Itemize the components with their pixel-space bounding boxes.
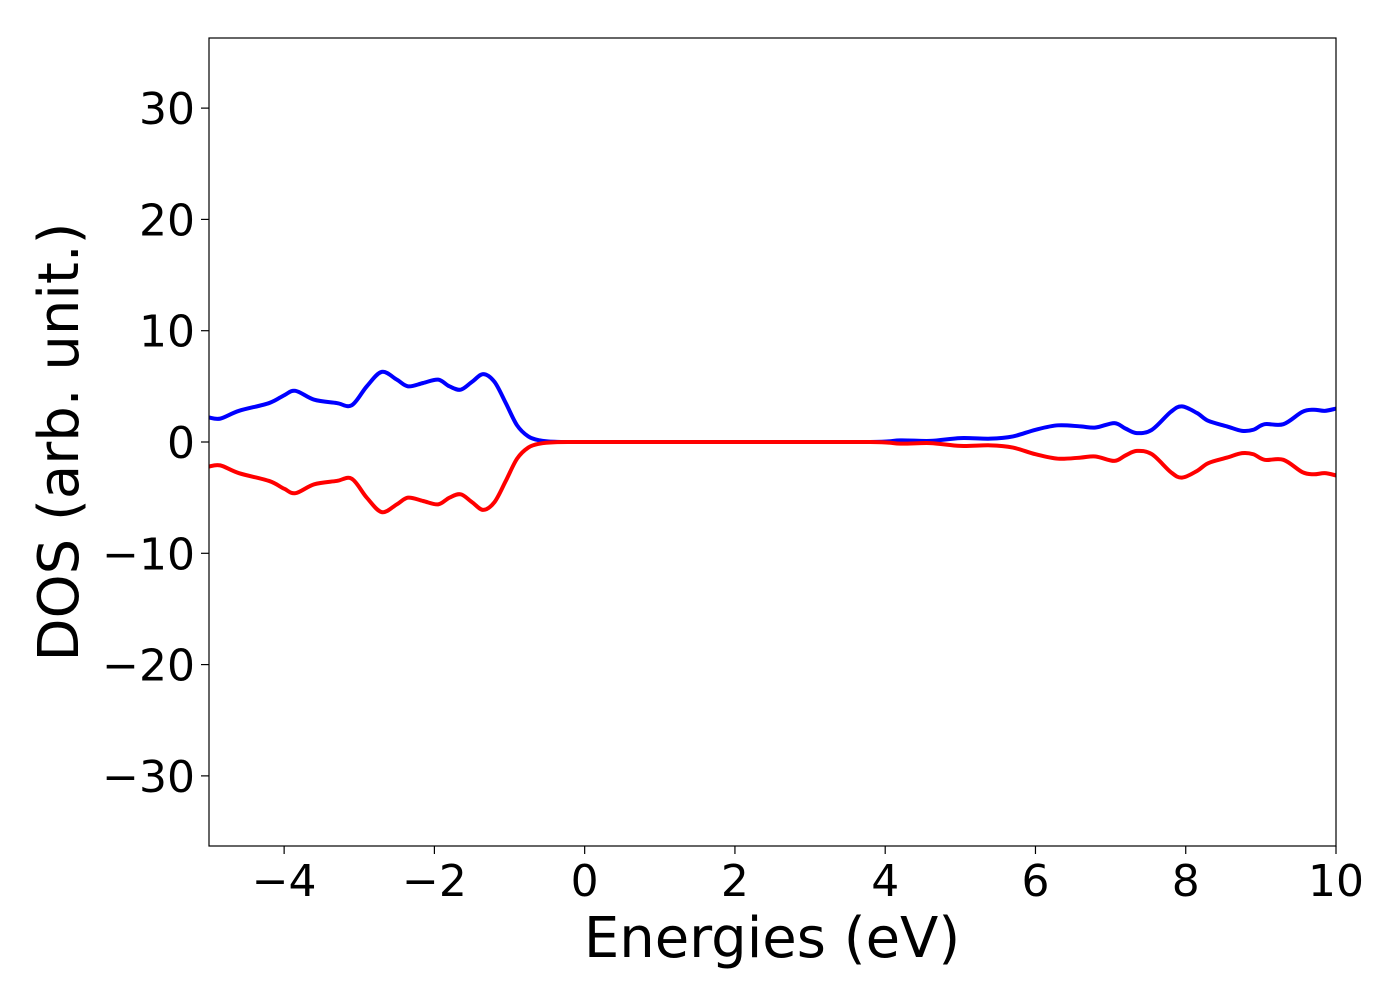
y-tick-label: 20: [139, 195, 195, 246]
x-axis: −4 −2 0 2 4 6 8 10: [252, 846, 1364, 907]
y-tick-label: 10: [139, 307, 195, 358]
x-tick-label: −4: [252, 856, 317, 907]
plot-area: [209, 369, 1336, 515]
y-tick-label: −30: [102, 752, 195, 803]
x-tick-label: −2: [402, 856, 467, 907]
x-tick-label: 10: [1308, 856, 1364, 907]
y-axis: 30 20 10 0 −10 −20 −30: [102, 84, 209, 803]
x-axis-label: Energies (eV): [584, 906, 960, 971]
y-axis-label: DOS (arb. unit.): [27, 222, 92, 661]
x-tick-label: 4: [871, 856, 899, 907]
y-tick-label: −10: [102, 529, 195, 580]
x-tick-label: 6: [1021, 856, 1049, 907]
series-line-red: [209, 439, 1336, 515]
y-tick-label: 30: [139, 84, 195, 135]
x-tick-label: 2: [721, 856, 749, 907]
y-tick-label: −20: [102, 641, 195, 692]
x-tick-label: 8: [1172, 856, 1200, 907]
x-tick-label: 0: [571, 856, 599, 907]
y-tick-label: 0: [167, 418, 195, 469]
